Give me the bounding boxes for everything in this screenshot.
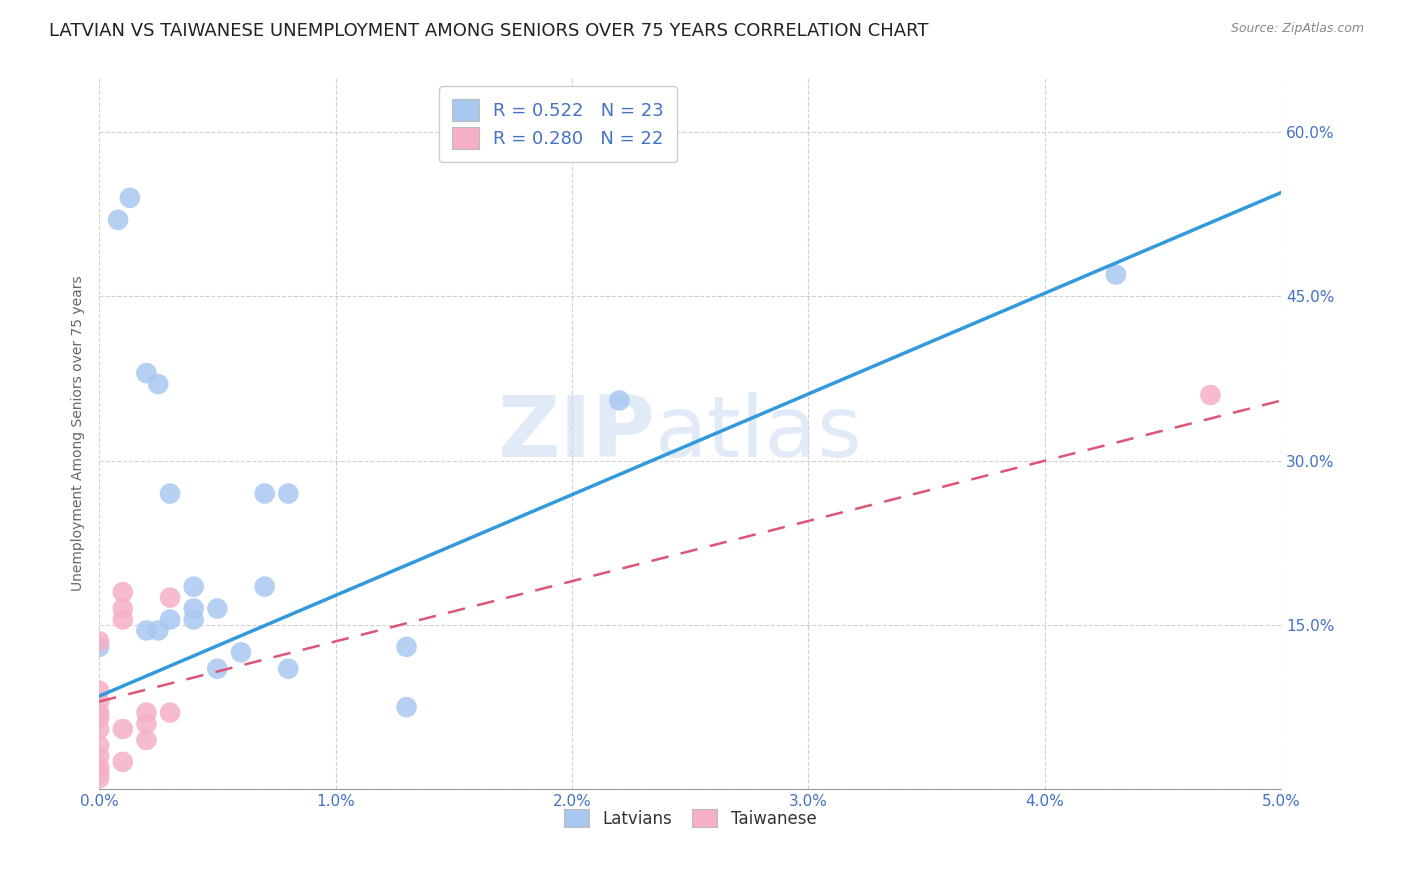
Text: Source: ZipAtlas.com: Source: ZipAtlas.com <box>1230 22 1364 36</box>
Point <box>183 601 205 615</box>
Point <box>89 765 111 780</box>
Legend: Latvians, Taiwanese: Latvians, Taiwanese <box>558 803 823 834</box>
Point <box>1199 388 1222 402</box>
Point <box>89 722 111 736</box>
Point <box>89 760 111 774</box>
Point <box>148 624 170 638</box>
Point <box>148 377 170 392</box>
Point <box>159 486 181 500</box>
Point <box>277 486 299 500</box>
Point <box>159 612 181 626</box>
Point <box>183 580 205 594</box>
Point <box>183 612 205 626</box>
Point <box>111 722 134 736</box>
Point <box>253 580 276 594</box>
Text: ZIP: ZIP <box>498 392 655 475</box>
Point <box>89 771 111 785</box>
Point <box>118 191 141 205</box>
Point <box>89 683 111 698</box>
Point <box>207 662 229 676</box>
Point <box>89 711 111 725</box>
Point <box>135 733 157 747</box>
Point <box>89 739 111 753</box>
Point <box>229 645 252 659</box>
Point <box>111 601 134 615</box>
Point <box>207 601 229 615</box>
Text: LATVIAN VS TAIWANESE UNEMPLOYMENT AMONG SENIORS OVER 75 YEARS CORRELATION CHART: LATVIAN VS TAIWANESE UNEMPLOYMENT AMONG … <box>49 22 929 40</box>
Point <box>395 640 418 654</box>
Text: atlas: atlas <box>655 392 863 475</box>
Point <box>89 749 111 764</box>
Point <box>135 706 157 720</box>
Point <box>111 612 134 626</box>
Point <box>89 640 111 654</box>
Point <box>607 393 630 408</box>
Point <box>135 366 157 380</box>
Point <box>111 755 134 769</box>
Point <box>277 662 299 676</box>
Point <box>253 486 276 500</box>
Point <box>1105 268 1128 282</box>
Point <box>159 706 181 720</box>
Point <box>107 212 129 227</box>
Y-axis label: Unemployment Among Seniors over 75 years: Unemployment Among Seniors over 75 years <box>72 276 86 591</box>
Point <box>159 591 181 605</box>
Point <box>395 700 418 714</box>
Point <box>89 695 111 709</box>
Point <box>89 634 111 648</box>
Point <box>89 706 111 720</box>
Point <box>135 624 157 638</box>
Point <box>135 716 157 731</box>
Point <box>111 585 134 599</box>
